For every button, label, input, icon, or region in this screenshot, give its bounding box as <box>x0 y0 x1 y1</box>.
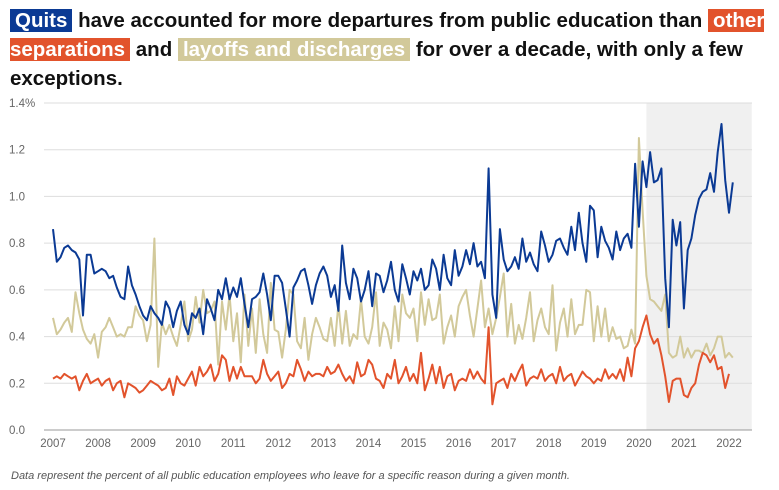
x-tick-label: 2009 <box>130 438 156 450</box>
x-tick-label: 2011 <box>221 438 246 450</box>
quits-highlight: Quits <box>10 9 73 32</box>
x-tick-label: 2018 <box>536 438 562 450</box>
x-tick-label: 2014 <box>356 438 382 450</box>
shaded-period <box>646 103 752 430</box>
line-chart: 0.0 0.2 0.4 0.6 0.8 1.0 1.2 1.4% 2007 2008 2009 201… <box>9 98 752 450</box>
x-tick-label: 2019 <box>581 438 607 450</box>
y-tick-label: 0.8 <box>9 238 25 250</box>
layoffs-highlight: layoffs and discharges <box>177 38 411 61</box>
x-tick-label: 2013 <box>311 438 337 450</box>
headline-text-3: for over a decade, with only a few excep… <box>10 38 743 90</box>
headline-text-2: and <box>135 38 173 61</box>
y-tick-label: 1.2 <box>9 145 25 157</box>
x-tick-label: 2021 <box>671 438 697 450</box>
x-tick-label: 2008 <box>85 438 111 450</box>
layoffs-series-line <box>52 137 734 368</box>
x-tick-label: 2017 <box>491 438 517 450</box>
x-tick-label: 2015 <box>401 438 427 450</box>
quits-series-line <box>52 123 734 338</box>
x-tick-label: 2010 <box>175 438 201 450</box>
y-tick-label: 0.2 <box>9 378 25 390</box>
x-tick-label: 2007 <box>40 438 66 450</box>
x-tick-label: 2012 <box>266 438 292 450</box>
x-tick-label: 2020 <box>626 438 652 450</box>
other-series-line <box>52 314 730 406</box>
footnote: Data represent the percent of all public… <box>11 470 570 482</box>
y-tick-label: 1.4% <box>9 98 35 110</box>
headline-text-1: have accounted for more departures from … <box>78 9 703 32</box>
y-tick-label: 0.4 <box>9 332 26 344</box>
x-tick-label: 2022 <box>716 438 742 450</box>
y-tick-label: 0.0 <box>9 425 25 437</box>
y-tick-label: 0.6 <box>9 285 25 297</box>
headline: Quits have accounted for more departures… <box>10 6 770 93</box>
x-tick-label: 2016 <box>446 438 472 450</box>
y-tick-label: 1.0 <box>9 191 25 203</box>
